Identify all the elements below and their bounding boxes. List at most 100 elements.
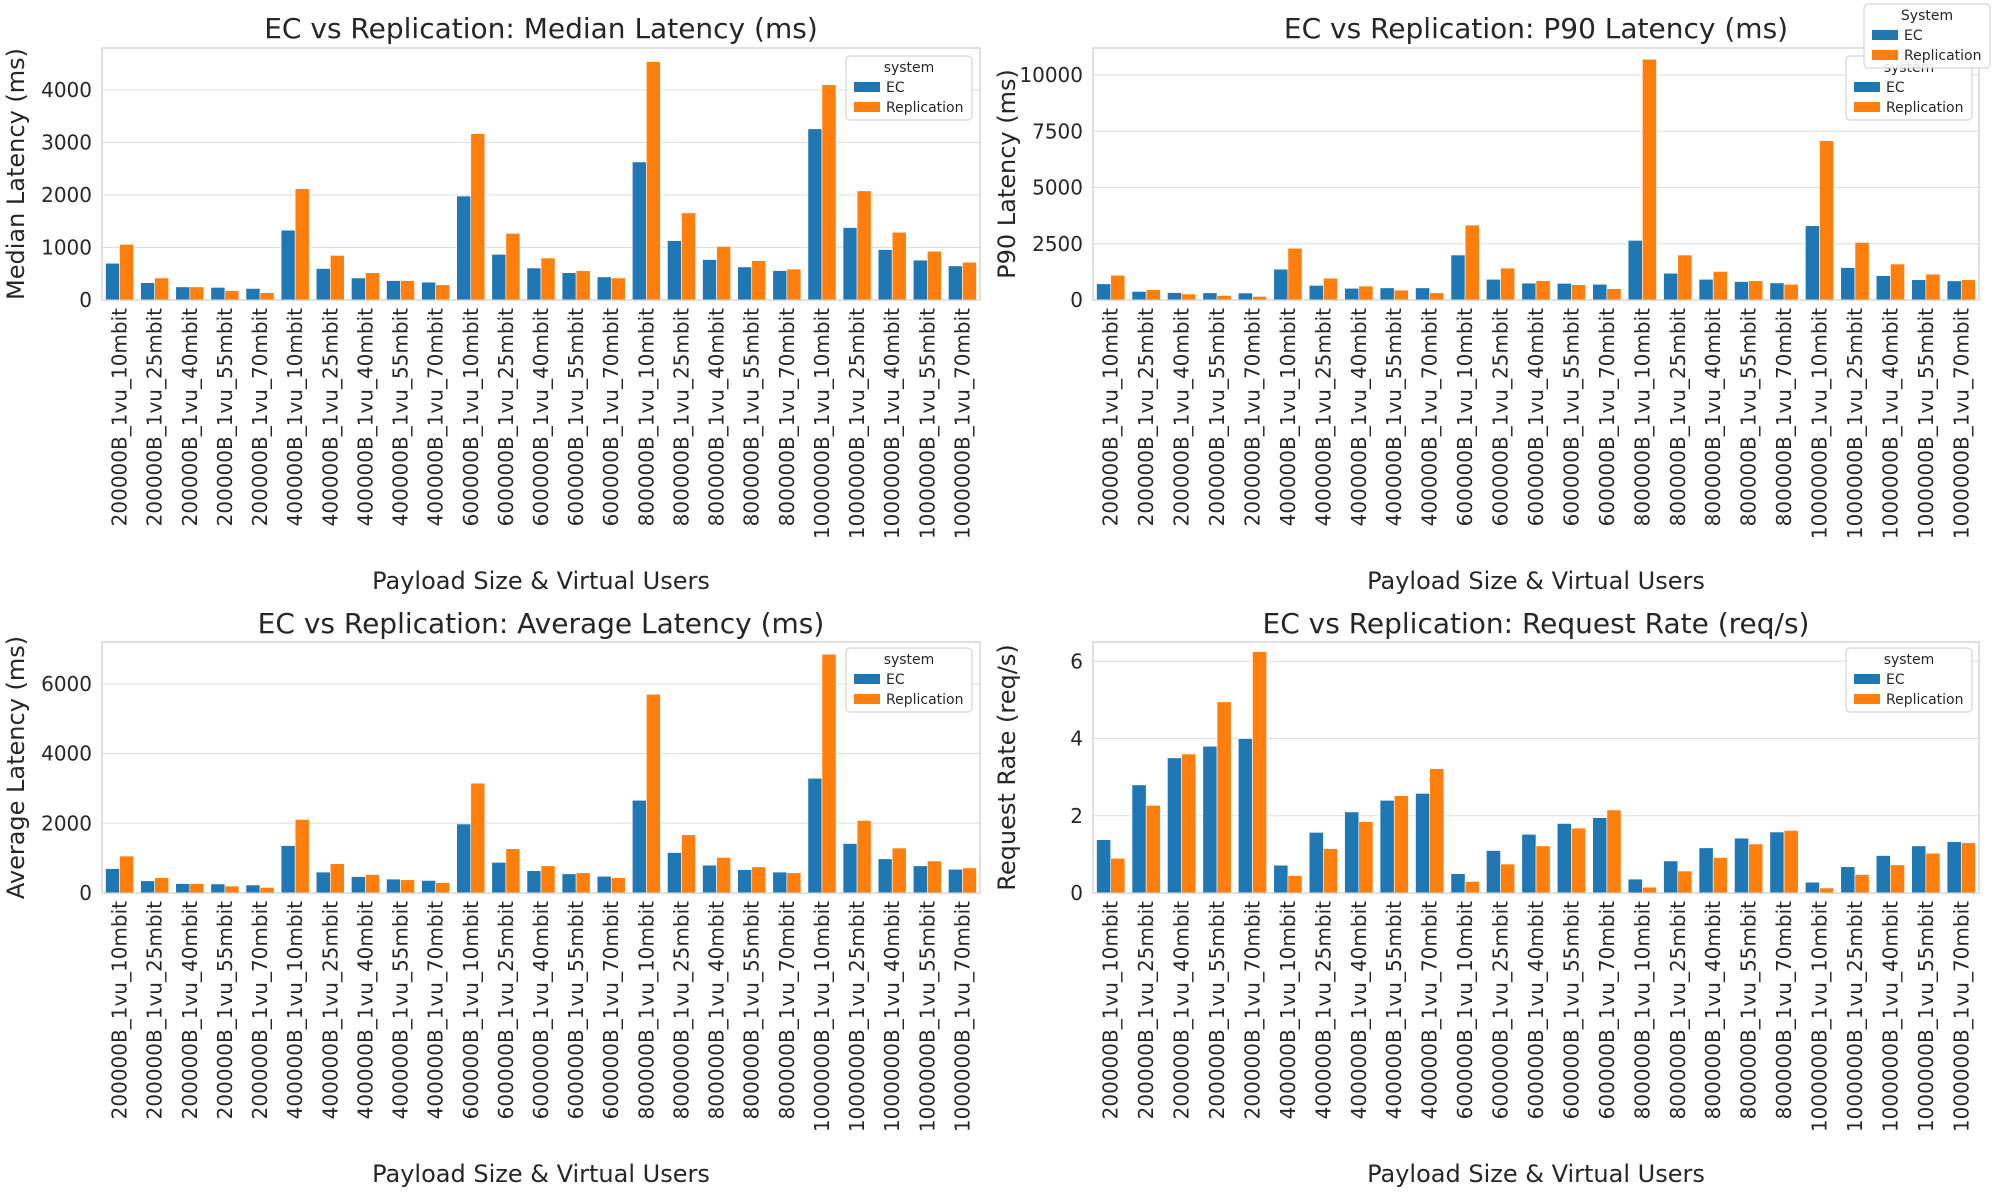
legend: system EC Replication	[1845, 647, 1973, 713]
bar-replication-9	[435, 284, 450, 301]
bar-replication-6	[1323, 848, 1338, 894]
legend-title: system	[884, 652, 935, 668]
bar-ec-19	[772, 270, 788, 301]
x-tick-label: 200000B_1vu_70mbit	[1240, 308, 1264, 526]
bar-ec-16	[1663, 860, 1679, 894]
x-tick-label: 200000B_1vu_55mbit	[213, 308, 237, 526]
y-tick-label: 2500	[1032, 232, 1083, 256]
bar-ec-16	[667, 852, 682, 894]
bar-replication-11	[505, 848, 521, 894]
x-tick-label: 200000B_1vu_10mbit	[1099, 901, 1123, 1119]
bar-ec-16	[1663, 272, 1679, 301]
bar-replication-11	[505, 233, 521, 301]
bar-ec-7	[351, 277, 366, 301]
bar-ec-2	[175, 883, 191, 894]
figure-legend-swatch	[1872, 50, 1898, 60]
y-tick-label: 10000	[1019, 63, 1083, 87]
x-axis-label: Payload Size & Virtual Users	[1367, 1160, 1705, 1188]
legend-swatch	[1854, 674, 1880, 684]
x-tick-label: 600000B_1vu_25mbit	[494, 901, 518, 1119]
x-tick-label: 600000B_1vu_10mbit	[1453, 901, 1477, 1119]
x-tick-label: 200000B_1vu_25mbit	[143, 901, 167, 1119]
bar-ec-14	[1592, 283, 1608, 301]
bar-ec-1	[1131, 784, 1147, 894]
bar-replication-23	[1925, 852, 1941, 894]
bar-ec-8	[1379, 287, 1395, 301]
bar-replication-18	[751, 866, 767, 894]
bar-ec-0	[105, 262, 120, 301]
bar-ec-17	[1698, 278, 1714, 301]
bar-ec-17	[702, 864, 717, 894]
y-axis-label: P90 Latency (ms)	[993, 69, 1021, 279]
bar-replication-24	[962, 261, 977, 301]
x-tick-label: 800000B_1vu_70mbit	[1772, 308, 1796, 526]
bar-ec-17	[702, 259, 717, 301]
x-axis-label: Payload Size & Virtual Users	[372, 1160, 710, 1188]
bar-ec-13	[1556, 283, 1572, 301]
bar-replication-24	[1960, 279, 1976, 301]
bar-ec-2	[1167, 757, 1182, 894]
bar-replication-1	[154, 277, 170, 301]
bar-ec-3	[210, 287, 226, 301]
figure-legend-label: EC	[1904, 28, 1923, 44]
bar-ec-24	[948, 265, 963, 301]
x-tick-label: 600000B_1vu_40mbit	[529, 901, 553, 1119]
bar-ec-19	[1769, 282, 1785, 301]
x-tick-label: 600000B_1vu_70mbit	[1595, 308, 1619, 526]
bar-ec-7	[1344, 811, 1360, 894]
x-tick-label: 800000B_1vu_70mbit	[775, 308, 799, 526]
x-tick-label: 1000000B_1vu_10mbit	[810, 901, 834, 1132]
legend-swatch	[854, 674, 880, 684]
bar-ec-8	[386, 878, 401, 894]
x-tick-label: 800000B_1vu_25mbit	[669, 901, 693, 1119]
bar-replication-22	[891, 231, 907, 301]
x-tick-label: 600000B_1vu_40mbit	[1524, 901, 1548, 1119]
x-tick-label: 1000000B_1vu_55mbit	[915, 901, 939, 1132]
x-tick-label: 200000B_1vu_70mbit	[1240, 901, 1264, 1119]
y-axis-label: Request Rate (req/s)	[993, 644, 1021, 890]
bar-replication-13	[575, 270, 591, 301]
legend-label: Replication	[886, 100, 963, 116]
x-tick-label: 800000B_1vu_25mbit	[669, 308, 693, 526]
x-tick-label: 400000B_1vu_40mbit	[353, 901, 377, 1119]
bar-ec-20	[807, 128, 823, 301]
bar-replication-14	[610, 877, 626, 894]
bar-ec-5	[1273, 268, 1289, 301]
bar-replication-20	[1819, 140, 1834, 301]
x-tick-label: 800000B_1vu_40mbit	[705, 901, 729, 1119]
bar-ec-12	[526, 267, 542, 301]
x-tick-label: 1000000B_1vu_55mbit	[915, 308, 939, 539]
x-tick-label: 800000B_1vu_25mbit	[1666, 901, 1690, 1119]
legend-label: Replication	[886, 692, 963, 708]
y-tick-label: 4000	[41, 78, 92, 102]
plot-frame	[1092, 641, 1980, 894]
x-tick-label: 800000B_1vu_40mbit	[1701, 901, 1725, 1119]
bar-replication-7	[1358, 821, 1374, 894]
bar-replication-9	[435, 882, 450, 894]
bar-replication-15	[646, 61, 661, 301]
bar-replication-4	[259, 292, 275, 301]
x-tick-label: 1000000B_1vu_55mbit	[1914, 308, 1938, 539]
y-tick-label: 2000	[41, 811, 92, 835]
x-tick-label: 200000B_1vu_40mbit	[178, 308, 202, 526]
bar-replication-6	[329, 863, 345, 894]
bar-replication-12	[540, 257, 556, 301]
bar-replication-8	[1393, 289, 1409, 301]
bar-ec-12	[1521, 834, 1537, 894]
x-tick-label: 600000B_1vu_10mbit	[459, 901, 483, 1119]
y-tick-label: 4000	[41, 742, 92, 766]
legend-label: Replication	[1886, 100, 1963, 116]
bar-replication-17	[1712, 271, 1728, 301]
x-tick-label: 1000000B_1vu_25mbit	[1843, 308, 1867, 539]
x-tick-label: 600000B_1vu_55mbit	[1559, 308, 1583, 526]
bar-ec-9	[421, 880, 436, 894]
y-tick-label: 5000	[1032, 176, 1083, 200]
bar-ec-5	[280, 845, 296, 894]
bar-replication-0	[119, 244, 134, 301]
bar-replication-0	[1110, 857, 1126, 894]
x-tick-label: 600000B_1vu_25mbit	[494, 308, 518, 526]
bar-ec-1	[1131, 291, 1147, 301]
bar-ec-4	[1238, 292, 1253, 301]
bar-ec-24	[948, 868, 963, 894]
bar-ec-13	[1556, 823, 1572, 894]
